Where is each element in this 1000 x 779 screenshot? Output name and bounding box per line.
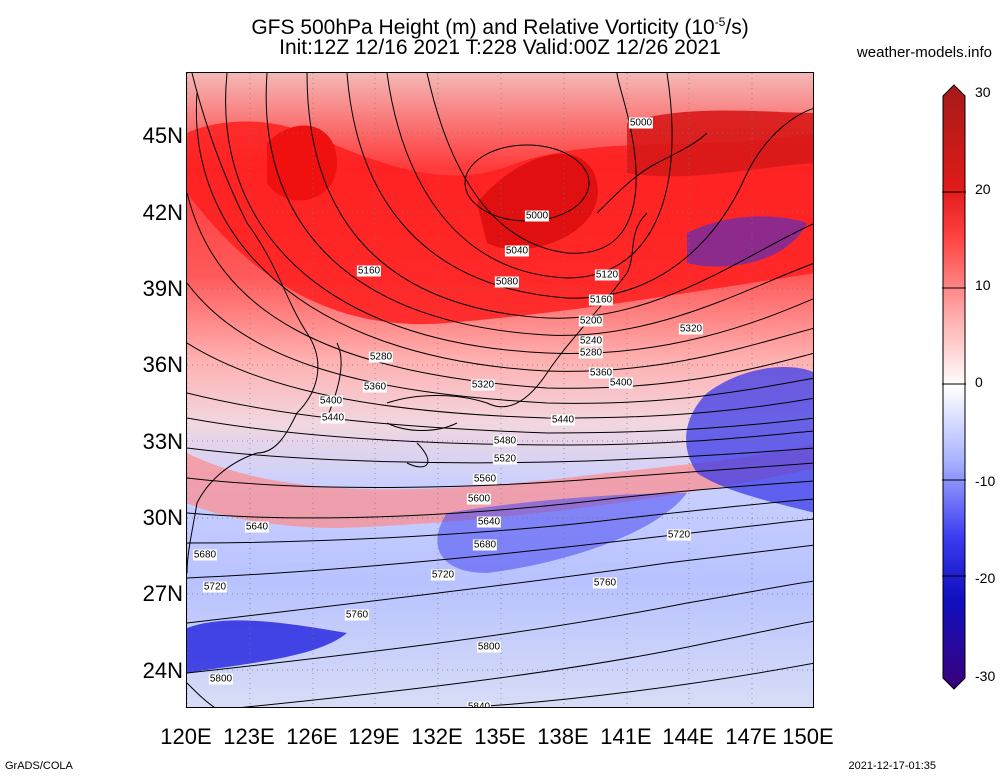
contour-label: 5720 <box>666 529 692 541</box>
colorbar-label: -30 <box>975 668 996 684</box>
contour-label: 5520 <box>492 453 518 465</box>
contour-label: 5320 <box>470 379 496 391</box>
colorbar-label: 0 <box>975 374 983 390</box>
contour-label: 5760 <box>592 577 618 589</box>
lat-label: 24N <box>142 658 183 683</box>
contour-label: 5000 <box>524 210 550 222</box>
contour-label: 5160 <box>588 294 614 306</box>
chart-title-line1: GFS 500hPa Height (m) and Relative Vorti… <box>251 15 749 39</box>
lon-label: 138E <box>537 724 589 749</box>
colorbar-label: -10 <box>975 473 996 489</box>
contour-label: 5200 <box>578 315 604 327</box>
lat-label: 33N <box>142 429 183 454</box>
colorbar-label: 30 <box>975 84 991 100</box>
site-watermark: weather-models.info <box>856 44 992 61</box>
generated-timestamp: 2021-12-17-01:35 <box>848 760 936 772</box>
lat-label: 27N <box>142 581 183 606</box>
contour-label: 5800 <box>208 673 234 685</box>
contour-label: 5720 <box>202 581 228 593</box>
contour-label: 5640 <box>244 521 270 533</box>
lat-label: 30N <box>142 505 183 530</box>
colorbar-label: 10 <box>975 277 991 293</box>
colorbar-label: 20 <box>975 181 991 197</box>
lon-label: 147E <box>725 724 777 749</box>
contour-label: 5680 <box>192 549 218 561</box>
contour-label: 5280 <box>368 351 394 363</box>
contour-label: 5280 <box>578 347 604 359</box>
contour-label: 5400 <box>608 377 634 389</box>
lon-label: 144E <box>662 724 714 749</box>
lon-label: 141E <box>600 724 652 749</box>
contour-label: 5040 <box>504 245 530 257</box>
vorticity-field <box>187 73 813 707</box>
contour-label: 5360 <box>362 381 388 393</box>
lon-label: 132E <box>411 724 463 749</box>
lat-label: 39N <box>142 276 183 301</box>
lon-label: 135E <box>474 724 526 749</box>
contour-label: 5400 <box>318 395 344 407</box>
contour-label: 5480 <box>492 435 518 447</box>
contour-label: 5440 <box>550 414 576 426</box>
lon-label: 120E <box>160 724 212 749</box>
contour-label: 5720 <box>430 569 456 581</box>
contour-label: 5360 <box>588 367 614 379</box>
contour-label: 5240 <box>578 335 604 347</box>
contour-label: 5560 <box>472 473 498 485</box>
contour-label: 5680 <box>472 539 498 551</box>
lon-label: 126E <box>286 724 338 749</box>
lat-label: 36N <box>142 352 183 377</box>
contour-label: 5320 <box>678 323 704 335</box>
contour-label: 5080 <box>494 276 520 288</box>
contour-label: 5640 <box>476 516 502 528</box>
contour-label: 5160 <box>356 265 382 277</box>
colorbar-label: -20 <box>975 570 996 586</box>
chart-title-line2: Init:12Z 12/16 2021 T:228 Valid:00Z 12/2… <box>279 36 721 59</box>
contour-label: 5440 <box>320 412 346 424</box>
contour-label: 5000 <box>628 117 654 129</box>
software-credit: GrADS/COLA <box>5 760 73 772</box>
map-panel: 5000 5000 5040 5080 5120 5160 5160 5200 … <box>186 72 814 708</box>
lon-label: 123E <box>223 724 275 749</box>
lat-label: 42N <box>142 200 183 225</box>
contour-label: 5120 <box>594 269 620 281</box>
lon-label: 150E <box>782 724 834 749</box>
contour-label: 5600 <box>466 493 492 505</box>
contour-label: 5800 <box>476 641 502 653</box>
lon-label: 129E <box>348 724 400 749</box>
contour-label: 5760 <box>344 609 370 621</box>
colorbar <box>942 84 966 690</box>
contour-label: 5840 <box>466 701 492 707</box>
lat-label: 45N <box>142 123 183 148</box>
